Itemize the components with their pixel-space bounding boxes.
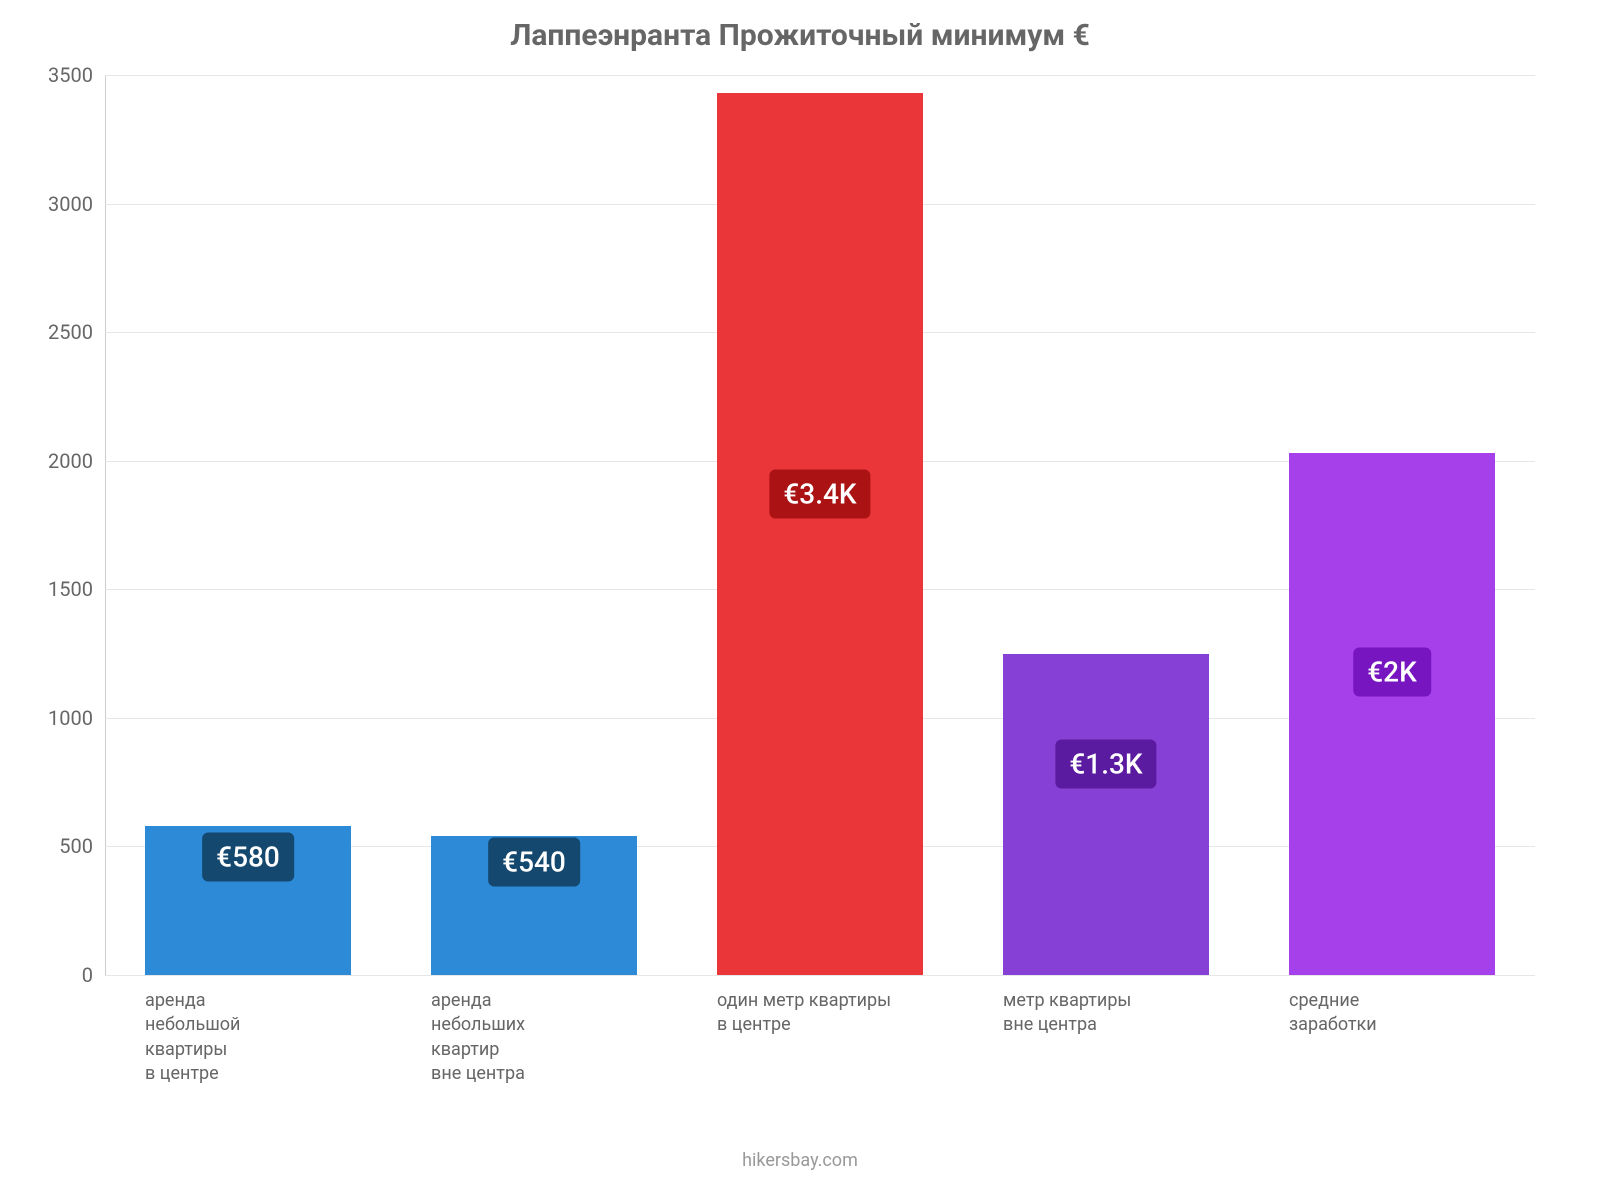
value-badge: €580 [202,832,294,881]
y-tick-label: 3000 [48,192,105,216]
y-tick-label: 500 [59,834,105,858]
x-axis-label: аренда небольших квартир вне центра [431,989,637,1086]
x-axis-label: метр квартиры вне центра [1003,989,1209,1038]
y-tick-label: 1000 [48,706,105,730]
y-tick-label: 2500 [48,320,105,344]
chart-title: Лаппеэнранта Прожиточный минимум € [0,18,1600,53]
x-axis-label: средние заработки [1289,989,1495,1038]
value-badge: €3.4K [769,470,870,519]
x-axis-label: один метр квартиры в центре [717,989,923,1038]
chart-footer: hikersbay.com [0,1150,1600,1171]
bar [1289,453,1495,975]
value-badge: €540 [488,837,580,886]
x-axis-labels: аренда небольшой квартиры в центреаренда… [105,975,1535,989]
x-axis-label: аренда небольшой квартиры в центре [145,989,351,1086]
chart-container: Лаппеэнранта Прожиточный минимум € €580€… [0,0,1600,1200]
y-tick-label: 0 [82,963,105,987]
value-badge: €1.3K [1055,740,1156,789]
bar [717,93,923,975]
plot-area: €580€540€3.4K€1.3K€2K аренда небольшой к… [105,75,1535,975]
y-tick-label: 3500 [48,63,105,87]
bars-group: €580 €540 €3.4K €1.3K €2K [105,75,1535,975]
y-tick-label: 2000 [48,449,105,473]
value-badge: €2K [1353,647,1431,696]
bar [1003,654,1209,975]
y-tick-label: 1500 [48,577,105,601]
